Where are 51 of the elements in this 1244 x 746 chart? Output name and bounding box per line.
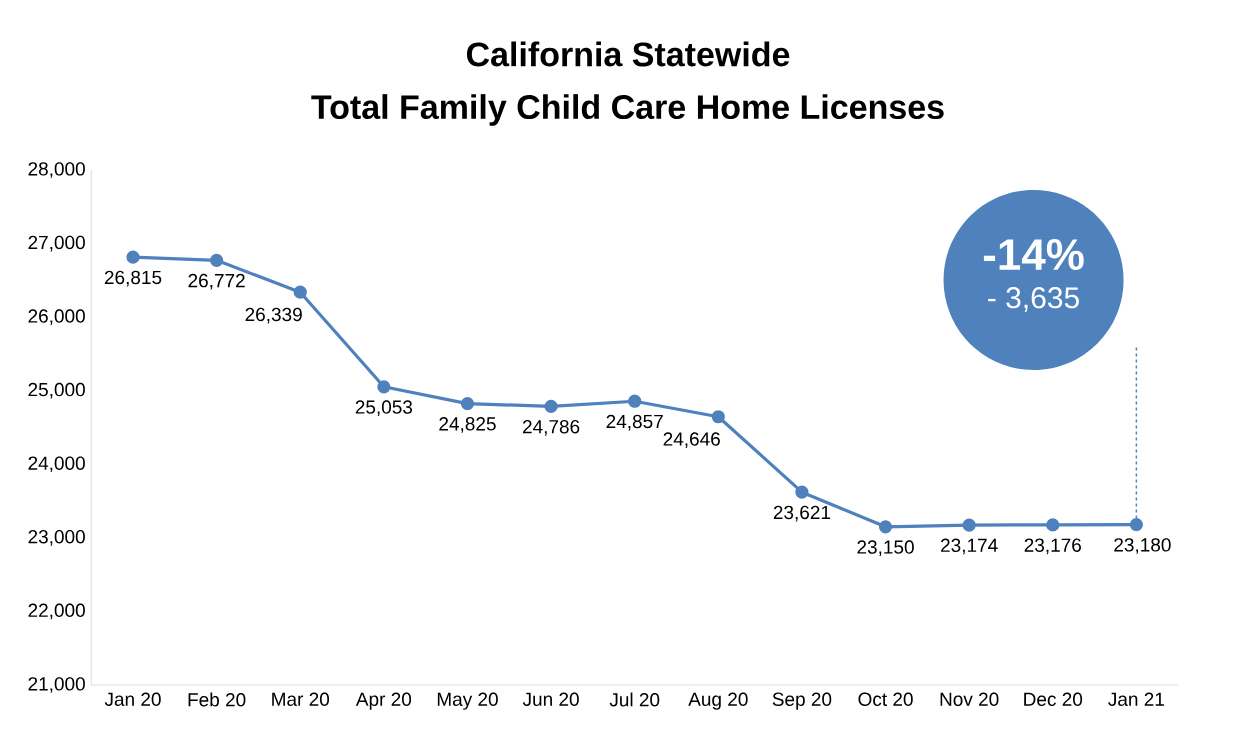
x-tick-label: Mar 20	[272, 692, 330, 706]
y-tick-label: 23,000	[28, 529, 85, 546]
data-label: 23,150	[857, 540, 914, 557]
x-tick-label: Jun 20	[522, 692, 579, 706]
data-label: 25,053	[355, 400, 413, 417]
point	[1129, 518, 1143, 532]
x-tick-label: Feb 20	[188, 692, 246, 707]
chart-title: California Statewide	[466, 41, 790, 67]
x-tick-label: Sep 20	[772, 692, 832, 710]
point	[460, 396, 475, 411]
data-label: 23,174	[941, 538, 998, 555]
data-label: 23,621	[773, 505, 831, 522]
y-tick-label: 28,000	[28, 162, 85, 178]
data-label: 24,646	[663, 432, 720, 448]
data-label: 24,786	[522, 419, 580, 436]
point	[1046, 518, 1060, 532]
data-label: 26,815	[104, 270, 162, 287]
point	[377, 380, 391, 394]
y-tick-label: 27,000	[28, 235, 85, 252]
point	[544, 399, 558, 414]
point	[962, 518, 976, 532]
data-label: 26,339	[245, 307, 302, 324]
x-tick-label: Oct 20	[858, 692, 913, 706]
y-tick-label: 25,000	[28, 382, 85, 399]
point	[126, 250, 140, 264]
annotation: -14%	[983, 239, 1084, 271]
data-label: 23,180	[1114, 538, 1171, 554]
x-tick-label: Jan 20	[104, 692, 161, 706]
x-tick-label: Dec 20	[1024, 692, 1083, 706]
x-tick-label: Nov 20	[940, 692, 999, 706]
point	[293, 285, 307, 299]
point	[711, 410, 725, 424]
data-label: 24,857	[606, 414, 663, 431]
y-tick-label: 26,000	[28, 309, 85, 325]
y-tick-label: 24,000	[28, 456, 85, 473]
chart-subtitle: Total Family Child Care Home Licenses	[311, 94, 944, 126]
point	[795, 485, 809, 499]
data-label: 26,772	[188, 273, 245, 290]
y-tick-label: 22,000	[28, 603, 85, 620]
point	[878, 520, 893, 534]
point	[628, 394, 642, 408]
annotation: - 3,635	[988, 287, 1079, 312]
point	[210, 253, 224, 267]
x-tick-label: Apr 20	[355, 692, 412, 710]
x-tick-label: Jul 20	[609, 692, 660, 707]
y-tick-label: 21,000	[28, 677, 85, 693]
data-label: 23,176	[1024, 538, 1081, 555]
x-tick-label: Jan 21	[1108, 692, 1164, 706]
x-tick-label: May 20	[437, 692, 498, 710]
x-tick-label: Aug 20	[688, 692, 748, 710]
data-label: 24,825	[439, 417, 496, 433]
